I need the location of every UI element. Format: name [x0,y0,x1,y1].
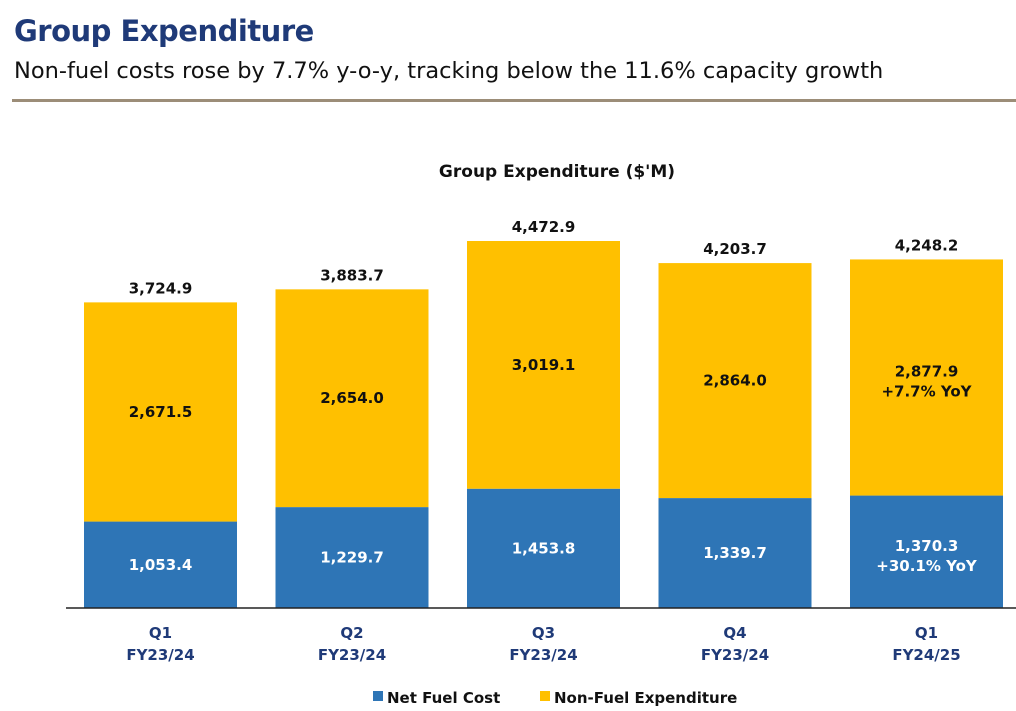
total-label: 4,203.7 [703,240,767,258]
x-tick-label: Q1 [915,624,938,642]
bar-segment-net-fuel-2 [275,507,429,608]
yoy-note: +7.7% YoY [881,383,972,401]
data-label: 1,229.7 [320,549,384,567]
data-label: 2,864.0 [703,372,767,390]
x-tick-label: FY23/24 [126,646,194,664]
total-label: 3,724.9 [129,279,193,297]
total-label: 4,472.9 [512,218,576,236]
data-label: 1,053.4 [129,556,193,574]
bar-segment-non-fuel-1 [84,302,237,522]
legend: Net Fuel Cost Non-Fuel Expenditure [373,689,737,707]
legend-label: Non-Fuel Expenditure [554,689,737,707]
bar-segment-non-fuel-5 [850,259,1003,496]
x-axis-labels: Q1 FY23/24 Q2 FY23/24 Q3 FY23/24 Q4 FY23/24 Q1 FY… [126,624,960,664]
data-label: 2,671.5 [129,403,193,421]
x-tick-label: Q4 [723,624,746,642]
total-label: 4,248.2 [895,236,959,254]
legend-swatch [540,691,550,701]
x-tick-label: Q2 [340,624,363,642]
page-subtitle: Non-fuel costs rose by 7.7% y-o-y, track… [14,58,884,84]
bar-segment-net-fuel-4 [658,498,812,608]
data-label: 1,453.8 [512,539,576,557]
x-tick-label: FY24/25 [892,646,960,664]
x-tick-label: Q3 [532,624,555,642]
x-tick-label: FY23/24 [701,646,769,664]
bar-segment-net-fuel-3 [467,488,620,608]
data-label: 3,019.1 [512,356,576,374]
data-label: 2,877.9 [895,363,959,381]
bars-group: 1,053.4 2,671.5 3,724.9 1,229.7 2,654.0 3,883… [84,218,1003,608]
title-divider [12,99,1016,102]
legend-label: Net Fuel Cost [387,689,500,707]
bar-segment-net-fuel-5 [850,495,1003,608]
legend-swatch [373,691,383,701]
data-label: 2,654.0 [320,389,384,407]
data-label: 1,370.3 [895,537,959,555]
yoy-note: +30.1% YoY [876,557,978,575]
x-tick-label: FY23/24 [509,646,577,664]
data-label: 1,339.7 [703,544,767,562]
x-tick-label: FY23/24 [318,646,386,664]
x-tick-label: Q1 [149,624,172,642]
chart-title: Group Expenditure ($'M) [439,162,675,182]
bar-segment-non-fuel-4 [658,263,812,499]
total-label: 3,883.7 [320,266,384,284]
bar-segment-non-fuel-2 [275,289,429,508]
page-title: Group Expenditure [14,14,314,48]
bar-segment-non-fuel-3 [467,241,620,489]
bar-segment-net-fuel-1 [84,521,237,608]
